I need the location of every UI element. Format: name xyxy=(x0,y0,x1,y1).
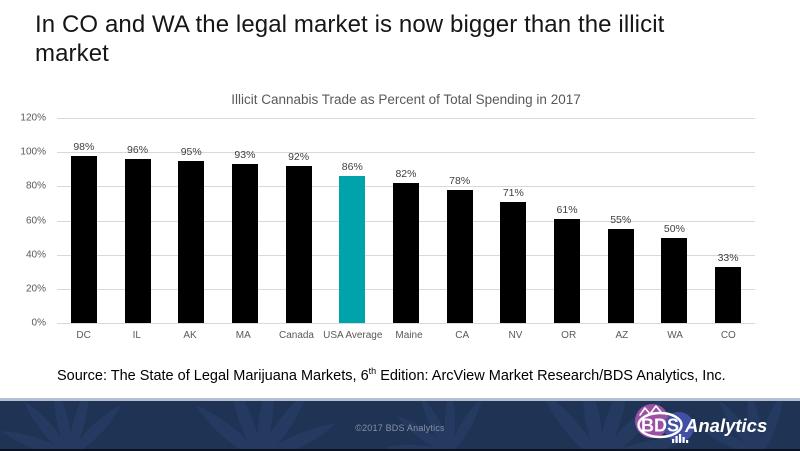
bar-il xyxy=(124,159,151,323)
bar-usa-average xyxy=(339,176,366,323)
bar-wa xyxy=(661,237,688,323)
y-axis-tick: 60% xyxy=(25,215,46,226)
bar-value-label: 93% xyxy=(234,149,256,162)
footer-bottom-edge xyxy=(0,449,800,451)
bar-column: 61% xyxy=(540,118,594,323)
x-axis-label: Canada xyxy=(278,330,314,341)
bar-maine xyxy=(392,182,419,323)
bar-column: 96% xyxy=(111,118,165,323)
x-axis-label: DC xyxy=(76,330,91,341)
gridline xyxy=(57,152,755,154)
bar-nv xyxy=(500,201,527,323)
bar-column: 86% xyxy=(325,118,379,323)
x-axis-labels: DC IL AK MA Canada USA Average Maine CA NV OR AZ WA… xyxy=(57,330,755,341)
bar-az xyxy=(607,229,634,323)
x-axis-label: WA xyxy=(667,330,683,341)
bar-column: 98% xyxy=(57,118,111,323)
bar-column: 50% xyxy=(648,118,702,323)
plot-area: 98% 96% 95% 93% 92% 86% 82% 78% 71% 61% 55% 50% 33% xyxy=(57,118,755,324)
source-text: Source: The State of Legal Marijuana Mar… xyxy=(57,367,369,384)
bar-value-label: 61% xyxy=(556,203,578,216)
bar-column: 82% xyxy=(379,118,433,323)
x-axis-label: USA Average xyxy=(323,330,383,341)
x-axis-label: CO xyxy=(720,330,736,341)
bar-value-label: 78% xyxy=(449,174,471,187)
y-axis-tick: 100% xyxy=(20,146,46,158)
bar-value-label: 86% xyxy=(341,161,363,174)
bar-column: 93% xyxy=(218,118,272,323)
x-axis-label: AZ xyxy=(615,330,629,341)
bar-value-label: 95% xyxy=(180,145,202,158)
bar-value-label: 92% xyxy=(288,150,310,163)
y-axis-tick: 0% xyxy=(31,317,46,329)
bar-value-label: 33% xyxy=(717,251,739,264)
bar-value-label: 55% xyxy=(610,214,632,227)
bar-value-label: 82% xyxy=(395,167,417,180)
bar-canada xyxy=(285,165,312,323)
bar-value-label: 71% xyxy=(502,186,524,199)
y-axis-tick: 80% xyxy=(25,180,46,192)
x-axis-label: CA xyxy=(455,330,470,341)
source-superscript: th xyxy=(368,366,377,376)
y-axis-tick: 120% xyxy=(20,112,46,124)
x-axis-label: Maine xyxy=(395,330,423,341)
logo-bds-text: BDS xyxy=(641,416,679,436)
bar-or xyxy=(554,218,581,323)
bar-value-label: 98% xyxy=(73,140,95,153)
footer-bar: ©2017 BDS Analytics BDS Analytics xyxy=(0,398,800,451)
bar-column: 55% xyxy=(594,118,648,323)
y-axis-tick: 40% xyxy=(25,249,46,261)
gridline xyxy=(57,118,755,119)
bar-column: 95% xyxy=(164,118,218,323)
bar-co xyxy=(715,266,742,323)
bar-column: 71% xyxy=(487,118,541,323)
x-axis-label: AK xyxy=(183,330,197,341)
bars-row: 98% 96% 95% 93% 92% 86% 82% 78% 71% 61% 55% 50% 33% xyxy=(57,118,755,323)
x-axis-label: MA xyxy=(235,330,251,341)
logo-barchart-icon xyxy=(672,434,689,443)
x-axis-label: IL xyxy=(132,330,141,341)
bds-analytics-logo: BDS Analytics xyxy=(635,404,767,443)
footer-top-accent xyxy=(0,398,800,401)
cannabis-leaf-texture xyxy=(2,401,784,449)
bar-column: 33% xyxy=(701,118,755,323)
source-citation: Source: The State of Legal Marijuana Mar… xyxy=(57,366,726,384)
logo-bds-pill xyxy=(637,411,683,439)
slide-headline: In CO and WA the legal market is now big… xyxy=(35,11,665,68)
x-axis-label: NV xyxy=(508,330,523,341)
bar-column: 78% xyxy=(433,118,487,323)
bar-ak xyxy=(178,160,205,323)
bar-dc xyxy=(70,155,97,323)
source-text-after: Edition: ArcView Market Research/BDS Ana… xyxy=(376,367,726,384)
y-axis: 120% 100% 80% 60% 40% 20% 0% xyxy=(0,113,52,329)
gridline xyxy=(57,323,755,324)
bar-ca xyxy=(446,189,473,323)
bar-column: 92% xyxy=(272,118,326,323)
bar-ma xyxy=(231,164,258,323)
y-axis-tick: 20% xyxy=(25,283,46,295)
chart-title: Illicit Cannabis Trade as Percent of Tot… xyxy=(231,92,581,107)
bar-value-label: 50% xyxy=(663,222,685,235)
x-axis-label: OR xyxy=(561,330,577,341)
bar-value-label: 96% xyxy=(127,144,149,156)
logo-analytics-text: Analytics xyxy=(684,415,767,436)
footer-copyright: ©2017 BDS Analytics xyxy=(355,423,445,433)
